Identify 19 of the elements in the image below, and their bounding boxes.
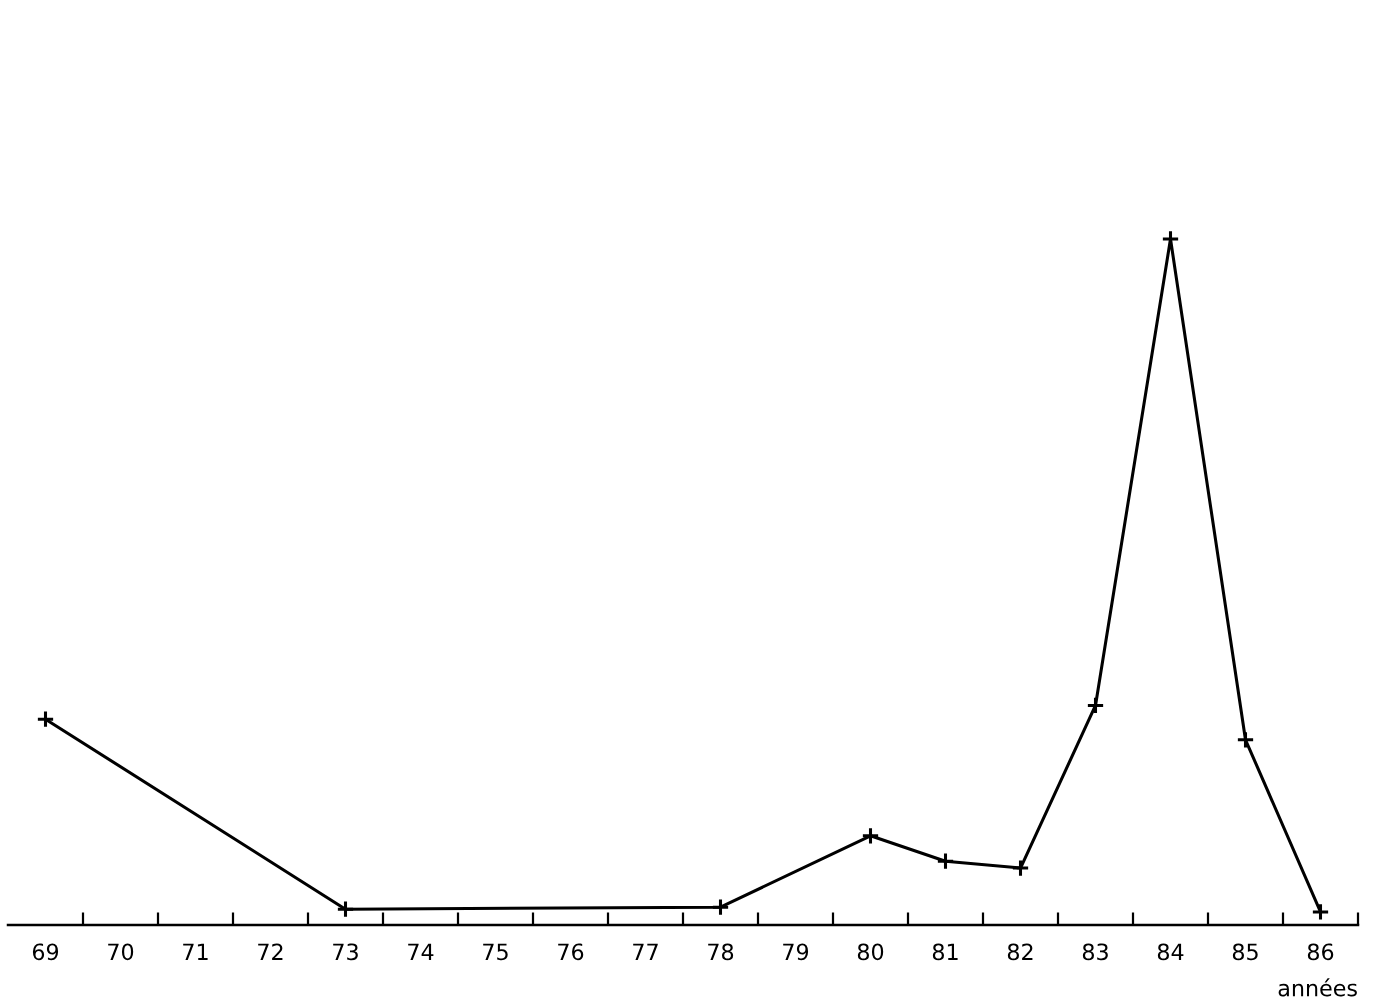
x-tick-label: 81 bbox=[932, 943, 958, 961]
x-tick-label: 83 bbox=[1082, 943, 1108, 961]
x-tick-label: 71 bbox=[183, 943, 208, 960]
x-axis-title: années bbox=[1278, 978, 1357, 997]
x-tick-label: 70 bbox=[108, 943, 134, 961]
x-tick-label: 73 bbox=[333, 943, 358, 961]
x-tick-label: 76 bbox=[558, 943, 584, 961]
x-tick-label: 75 bbox=[483, 943, 508, 961]
x-tick-label: 79 bbox=[783, 943, 809, 961]
x-tick-label: 82 bbox=[1007, 943, 1033, 961]
x-tick-label: 78 bbox=[708, 943, 734, 961]
x-tick-label: 80 bbox=[857, 943, 884, 961]
x-tick-label: 84 bbox=[1157, 943, 1184, 961]
x-tick-label: 85 bbox=[1232, 943, 1258, 961]
x-tick-label: 86 bbox=[1307, 943, 1334, 961]
x-tick-label: 74 bbox=[408, 943, 434, 960]
x-tick-label: 69 bbox=[32, 943, 59, 961]
x-tick-label: 77 bbox=[633, 943, 658, 960]
x-tick-label: 72 bbox=[258, 943, 283, 960]
